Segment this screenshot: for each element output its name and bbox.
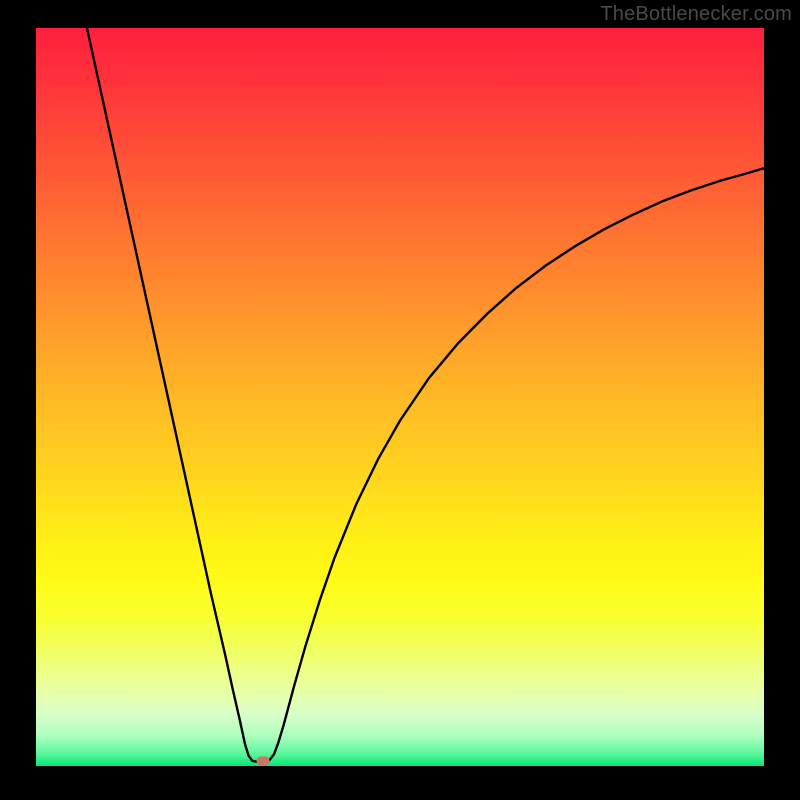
plot-svg	[36, 28, 764, 766]
plot-area	[36, 28, 764, 766]
optimal-marker	[257, 756, 270, 765]
figure-container: TheBottlenecker.com	[0, 0, 800, 800]
gradient-background	[36, 28, 764, 766]
watermark-text: TheBottlenecker.com	[600, 3, 792, 26]
